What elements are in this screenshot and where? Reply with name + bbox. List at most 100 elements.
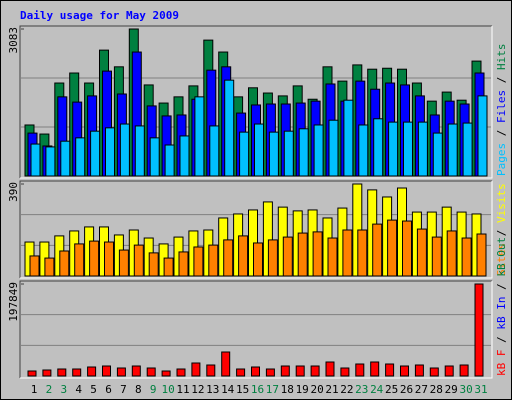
bar [57, 368, 67, 377]
bar [328, 119, 339, 177]
bar [42, 369, 52, 377]
y-tick-label: 197849 [7, 282, 20, 322]
x-tick-label: 14 [221, 383, 235, 396]
bar [373, 118, 384, 177]
bar [474, 283, 484, 377]
bar [72, 368, 82, 377]
bar [310, 365, 320, 377]
panel-border [20, 26, 493, 179]
legend-entry: Hits [495, 44, 508, 71]
bar [402, 220, 412, 277]
bar [116, 367, 126, 377]
bar [134, 125, 145, 177]
bar [400, 365, 409, 377]
bar [176, 368, 186, 377]
bar [60, 140, 71, 177]
bar [431, 236, 442, 277]
bar [89, 240, 100, 277]
legend-separator: / [495, 277, 508, 297]
legend-separator: / [495, 123, 508, 143]
panel-border [19, 280, 492, 378]
bar [90, 130, 101, 177]
bar [208, 244, 219, 277]
bar [44, 257, 55, 277]
bar [403, 121, 413, 177]
bar [417, 121, 428, 177]
legend-entry: kB In [495, 297, 508, 330]
bar [119, 123, 130, 177]
bar [194, 96, 205, 177]
legend-entry: kB F [495, 350, 508, 377]
bar [105, 127, 115, 177]
bar [414, 364, 424, 377]
bar [236, 368, 246, 377]
bar [462, 122, 473, 177]
bar [133, 244, 144, 277]
legend-entry: Pages [495, 143, 508, 176]
x-tick-label: 17 [266, 383, 279, 396]
bar [206, 364, 216, 377]
bar [343, 99, 354, 177]
x-tick-label: 10 [161, 383, 174, 396]
bar [131, 365, 141, 377]
x-tick-label: 26 [400, 383, 413, 396]
bar [254, 123, 264, 177]
x-tick-label: 25 [385, 383, 398, 396]
panel-border [20, 281, 493, 379]
bar [29, 255, 40, 277]
panel-border [20, 181, 493, 279]
y-tick-label: 3083 [7, 27, 20, 54]
x-tick-label: 22 [340, 383, 353, 396]
bar [45, 146, 56, 177]
x-tick-label: 16 [251, 383, 264, 396]
bar [446, 230, 457, 277]
bar [267, 239, 278, 277]
bar [209, 125, 220, 177]
legend-separator: / [495, 223, 508, 243]
bar [87, 366, 97, 377]
bar [459, 364, 469, 377]
x-tick-label: 13 [206, 383, 219, 396]
bar [297, 232, 308, 277]
x-tick-label: 11 [176, 383, 189, 396]
bar [118, 249, 129, 277]
x-tick-label: 1 [31, 383, 38, 396]
bar [30, 143, 41, 177]
bar [146, 367, 156, 377]
legend: Pages / Files / Hits [495, 44, 508, 177]
x-tick-label: 15 [236, 383, 249, 396]
bar [355, 363, 365, 377]
bar [461, 237, 472, 277]
bar [477, 95, 488, 177]
x-tick-label: 24 [370, 383, 384, 396]
bar [342, 229, 353, 277]
panel-border [19, 180, 492, 278]
x-tick-label: 30 [459, 383, 472, 396]
bar [27, 370, 37, 377]
bar [387, 219, 398, 277]
chart-title: Daily usage for May 2009 [20, 9, 179, 22]
legend: kB F / kB In / kB Out [495, 237, 508, 376]
bar [388, 121, 399, 177]
bar [385, 363, 395, 377]
bar [224, 79, 235, 177]
bar [59, 250, 70, 277]
x-tick-label: 29 [445, 383, 458, 396]
bar [429, 367, 439, 377]
bar [432, 132, 443, 177]
x-tick-label: 3 [60, 383, 67, 396]
legend-entry: kB Out [495, 237, 508, 277]
legend-separator: / [495, 70, 508, 90]
panel [20, 281, 492, 378]
x-tick-label: 2 [46, 383, 53, 396]
bar [444, 365, 454, 377]
bar [298, 128, 309, 177]
legend: Sites / Visits [495, 183, 508, 276]
bar [251, 366, 260, 377]
bar [74, 243, 85, 277]
x-tick-label: 9 [150, 383, 157, 396]
bar [265, 368, 275, 377]
x-tick-label: 20 [310, 383, 323, 396]
bar [191, 362, 201, 377]
